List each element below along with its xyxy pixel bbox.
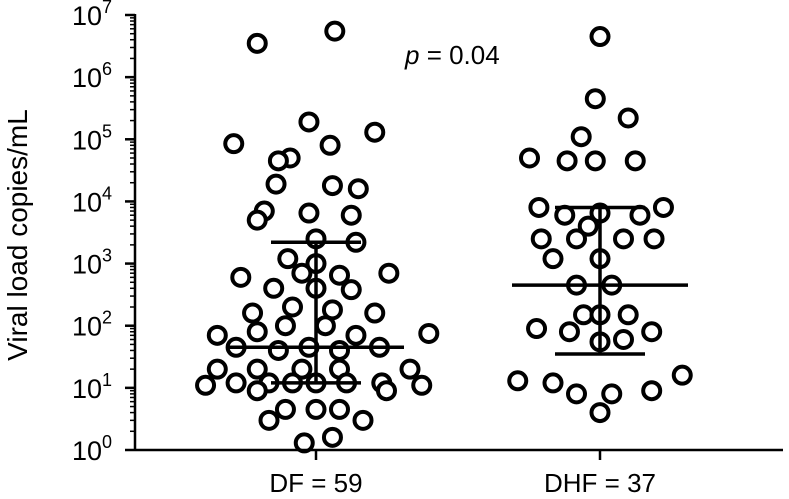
data-point: [643, 228, 665, 250]
x-axis-ticks: DF = 59 DHF = 37: [269, 450, 656, 498]
data-point: [584, 150, 606, 172]
data-point: [558, 321, 580, 343]
data-point: [556, 150, 578, 172]
data-groups: [195, 20, 693, 454]
data-point: [329, 398, 350, 420]
y-axis-title: Viral load copies/mL: [2, 109, 33, 361]
data-point: [519, 147, 540, 169]
data-point: [617, 304, 639, 326]
data-point: [319, 134, 341, 156]
x-category-label: DF = 59: [269, 468, 362, 498]
data-point: [274, 398, 296, 420]
data-point: [246, 358, 268, 380]
data-point: [305, 398, 327, 420]
data-point: [314, 315, 336, 337]
data-point: [329, 339, 350, 361]
data-point: [641, 380, 663, 402]
data-point: [542, 372, 564, 394]
p-value-annotation: p = 0.04: [404, 40, 500, 70]
y-tick-label: 105: [72, 121, 112, 155]
data-point: [528, 196, 550, 218]
data-point: [601, 383, 623, 405]
y-tick-label: 107: [72, 0, 112, 31]
data-point: [258, 409, 280, 431]
data-point: [554, 204, 576, 226]
y-tick-label: 100: [72, 432, 112, 466]
data-point: [230, 266, 252, 288]
data-point: [584, 88, 606, 110]
data-point: [206, 324, 228, 346]
data-point: [263, 277, 285, 299]
data-point: [321, 426, 343, 448]
data-point: [206, 358, 228, 380]
data-point: [566, 383, 587, 405]
data-point: [364, 302, 386, 324]
y-axis-ticks: 100 101 102 103 104 105 106 107: [72, 0, 135, 466]
data-point: [340, 279, 362, 301]
data-point: [530, 228, 552, 250]
data-point: [277, 248, 299, 270]
data-point: [282, 296, 303, 318]
data-point: [267, 150, 289, 172]
data-point: [652, 196, 674, 218]
data-point: [570, 126, 592, 148]
group-0: [195, 20, 440, 454]
y-tick-label: 103: [72, 246, 112, 280]
data-point: [223, 133, 245, 155]
data-point: [347, 178, 369, 200]
data-point: [195, 374, 217, 396]
data-point: [526, 318, 548, 340]
data-point: [345, 324, 367, 346]
data-point: [246, 32, 268, 54]
data-point: [364, 121, 386, 143]
data-point: [352, 409, 374, 431]
y-tick-label: 101: [72, 370, 112, 404]
data-point: [321, 175, 343, 197]
data-point: [624, 150, 646, 172]
y-tick-label: 106: [72, 59, 112, 93]
data-point: [566, 228, 587, 250]
p-value-text: = 0.04: [419, 40, 499, 70]
data-point: [265, 173, 287, 195]
data-point: [298, 111, 320, 133]
data-point: [324, 20, 346, 42]
data-point: [577, 215, 599, 237]
data-point: [411, 374, 433, 396]
data-point: [589, 402, 611, 424]
x-category-label: DHF = 37: [544, 468, 656, 498]
data-point: [291, 358, 313, 380]
data-point: [613, 329, 634, 351]
data-point: [589, 26, 611, 48]
data-point: [246, 380, 268, 402]
y-tick-label: 102: [72, 308, 112, 342]
data-point: [376, 380, 397, 402]
data-point: [293, 432, 315, 454]
data-point: [399, 358, 421, 380]
data-point: [246, 209, 268, 231]
data-point: [340, 204, 362, 226]
data-point: [542, 248, 564, 270]
group-1: [507, 26, 693, 424]
data-point: [267, 339, 289, 361]
data-point: [298, 202, 320, 224]
data-point: [378, 262, 400, 284]
data-point: [629, 204, 651, 226]
data-point: [291, 262, 313, 284]
data-point: [613, 228, 634, 250]
data-point: [418, 322, 440, 344]
data-point: [274, 315, 296, 337]
data-point: [671, 364, 693, 386]
data-point: [242, 302, 264, 324]
y-tick-label: 104: [72, 183, 112, 217]
data-point: [617, 107, 639, 129]
p-symbol: p: [404, 40, 419, 70]
data-point: [225, 372, 247, 394]
data-point: [246, 321, 268, 343]
data-point: [329, 264, 350, 286]
data-point: [641, 321, 663, 343]
data-point: [507, 370, 529, 392]
